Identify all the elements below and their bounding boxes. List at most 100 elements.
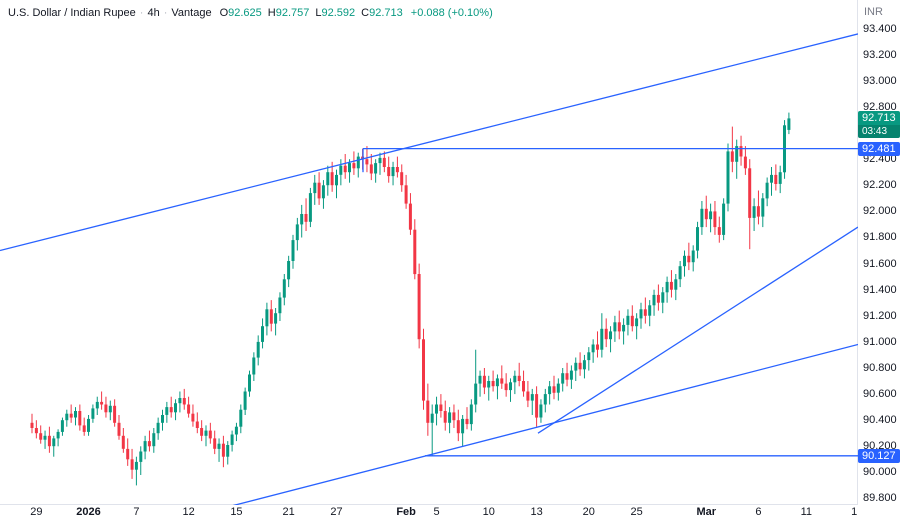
ohlc-close-value: 92.713 [369,7,403,19]
candle-body [517,375,521,381]
time-tick-label: 10 [482,506,495,518]
interval-label[interactable]: 4h [147,7,160,19]
candle-body [626,315,630,325]
candle-body [604,328,608,340]
price-tick-label: 91.400 [863,283,897,296]
candle-body [717,227,721,235]
candle-body [265,309,269,327]
candle-body [687,255,691,263]
candle-body [34,428,38,434]
candle-body [204,430,208,436]
candle-body [374,163,378,174]
symbol-name[interactable]: U.S. Dollar / Indian Rupee [8,7,136,19]
candle-body [578,362,582,370]
candle-body [774,174,778,184]
price-tick-label: 92.400 [863,153,897,166]
price-axis[interactable]: INR 92.713 03:43 93.400 93.200 93.000 92.80… [858,0,900,505]
candle-body [487,381,491,388]
candle-body [422,339,425,401]
candle-body [91,408,95,419]
candle-body [661,292,665,303]
candle-body [387,167,391,177]
line-price-label[interactable]: 90.127 [858,448,900,463]
time-axis[interactable]: 29 2026 7 12 15 21 27 Feb 5 10 13 20 25 Mar 6 11 1 [0,505,900,520]
candle-body [704,208,708,220]
candle-body [443,411,447,423]
time-tick-label: 1 [851,506,858,518]
candle-body [700,208,704,228]
candle-body [678,266,682,280]
candle-body [165,407,169,415]
price-tick-label: 90.000 [863,466,897,479]
candle-body [426,400,430,423]
candle-body [696,227,699,251]
candle-body [582,360,586,370]
price-tick-label: 93.000 [863,74,897,87]
candle-body [147,441,151,447]
candle-body [600,328,604,350]
candle-body [200,428,204,436]
candle-body [430,413,434,423]
candle-body [321,185,325,199]
candle-body [139,451,143,462]
price-tick-label: 90.400 [863,414,897,427]
candle-body [348,163,351,173]
candle-body [469,404,473,425]
candle-body [169,407,173,413]
ascending-channel-line[interactable] [0,33,858,252]
candle-body [448,412,452,423]
candle-body [526,391,530,401]
price-tick-label: 91.800 [863,231,897,244]
time-tick-label: 5 [433,506,440,518]
steep-trendline[interactable] [537,226,858,434]
candle-body [530,394,534,401]
ohlc-low: L92.592 [315,7,355,19]
candle-body [722,203,726,235]
lower-trendline[interactable] [205,343,858,506]
candle-body [739,146,743,157]
candle-body [408,203,412,230]
current-price-label[interactable]: 92.713 03:43 [858,111,900,139]
candle-body [182,398,186,405]
price-chart-svg[interactable] [0,0,858,505]
candle-body [300,214,304,225]
candle-body [565,373,569,380]
price-tick-label: 92.200 [863,179,897,192]
candle-body [591,344,595,353]
ohlc-high: H92.757 [268,7,310,19]
chart-canvas[interactable]: U.S. Dollar / Indian Rupee · 4h · Vantag… [0,0,858,505]
price-change: +0.088 (+0.10%) [410,7,493,19]
candle-body [509,382,512,391]
candle-body [378,157,382,164]
candle-body [134,461,138,470]
candle-body [126,448,130,460]
candle-body [230,434,234,445]
candle-body [556,383,560,393]
candle-body [726,151,730,204]
broker-source-label[interactable]: Vantage [171,7,212,19]
bar-countdown: 03:43 [858,125,900,139]
ohlc-open: O92.625 [220,7,262,19]
line-price-label[interactable]: 92.481 [858,141,900,156]
candle-body [195,421,199,428]
candle-body [413,229,417,275]
candle-body [500,378,504,384]
candle-body [770,174,773,183]
time-tick-label: 21 [282,506,295,518]
candle-body [465,418,469,425]
candle-body [656,294,660,303]
candle-body [78,411,82,426]
candle-body [152,433,156,447]
ohlc-open-label: O [219,7,229,19]
candle-body [87,418,90,432]
candle-body [269,309,273,324]
candle-body [491,381,495,387]
candle-body [352,163,356,169]
candle-body [65,413,69,421]
candle-body [756,206,760,217]
candle-body [47,435,51,447]
candle-body [787,118,791,130]
candle-body [635,318,639,327]
candle-body [691,250,695,263]
